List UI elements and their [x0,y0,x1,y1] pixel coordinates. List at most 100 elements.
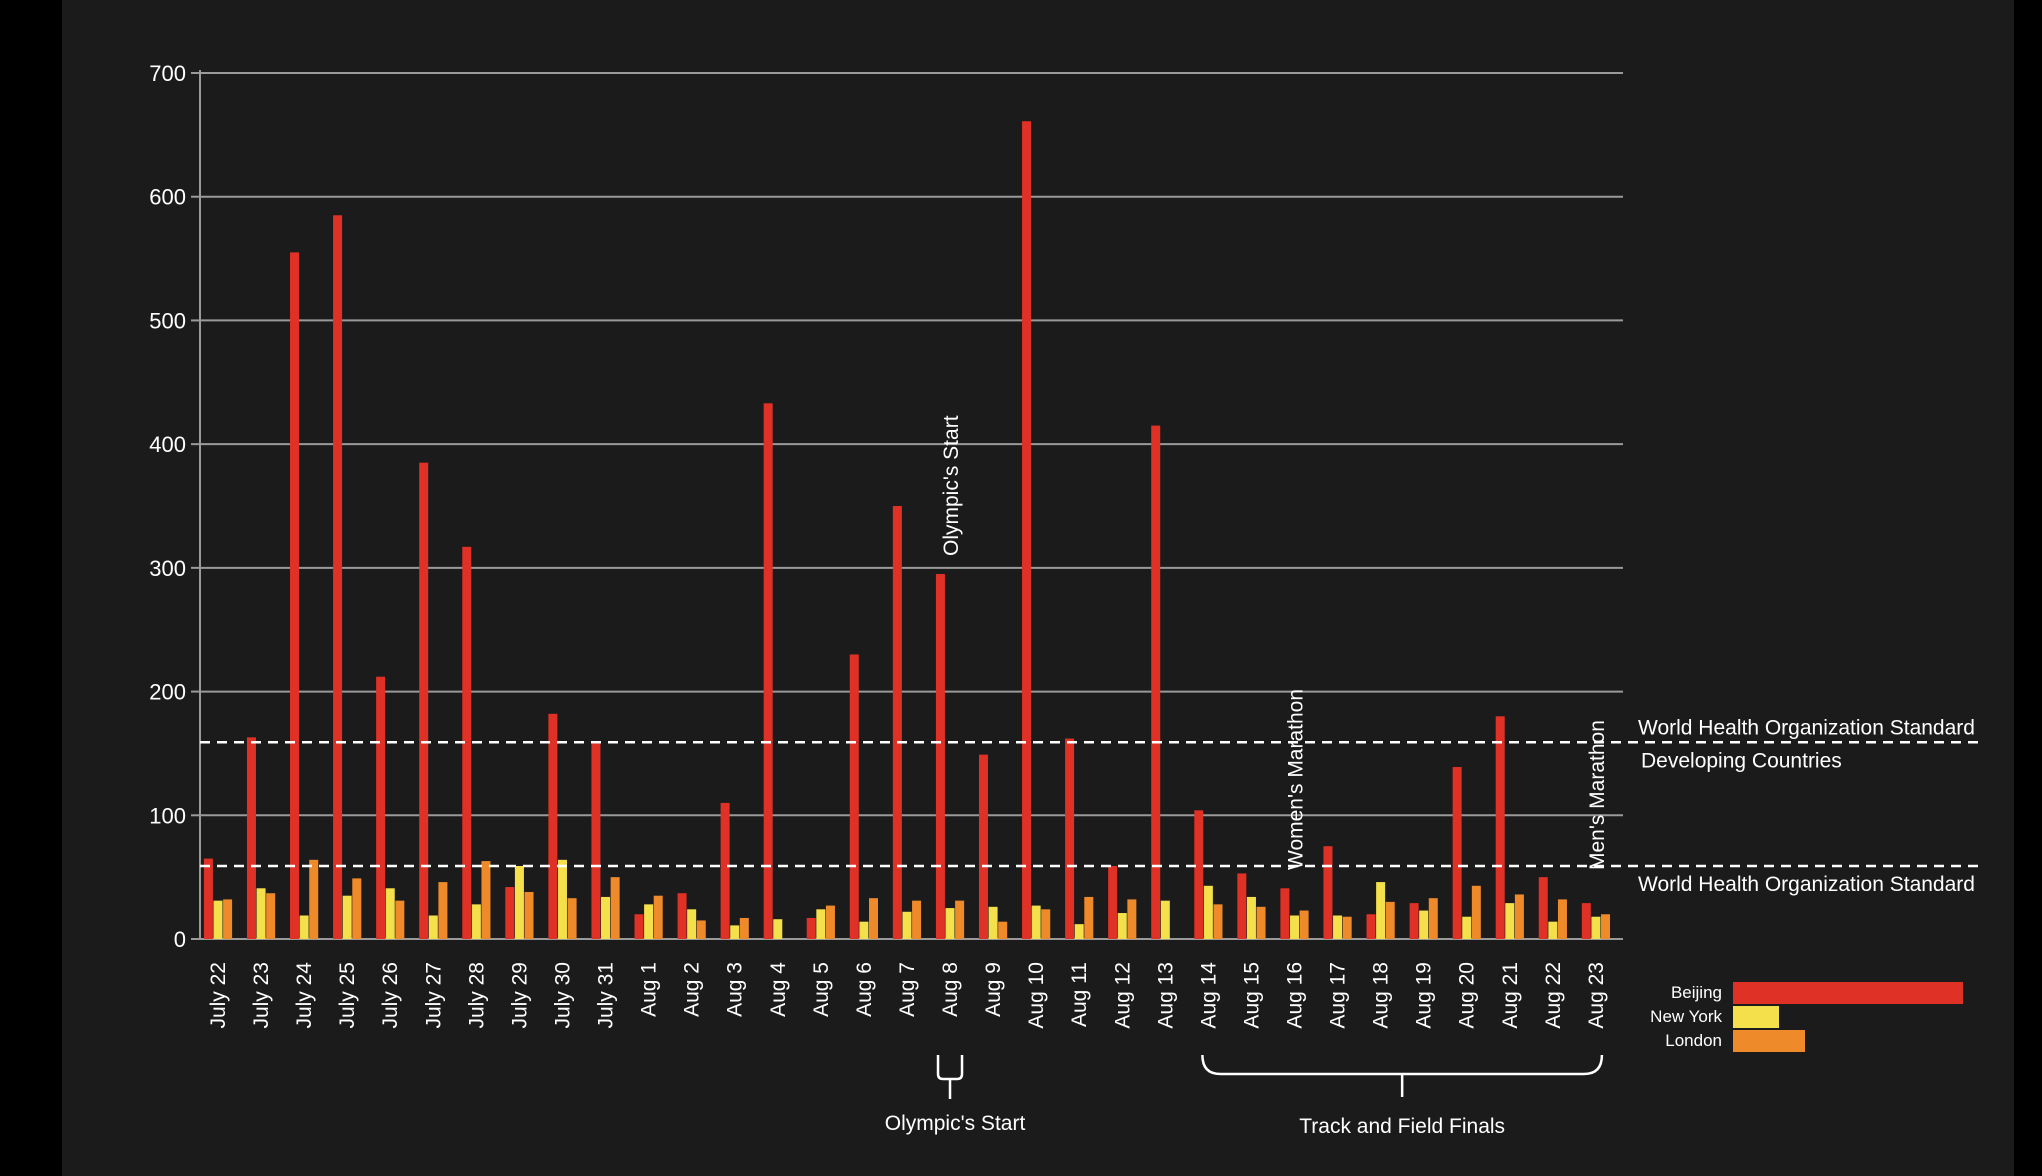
bar-new-york [428,915,438,939]
x-tick-label: Aug 20 [1456,962,1479,1029]
bar-london [653,895,663,939]
bar-london [739,917,749,939]
x-tick-label: Aug 4 [767,962,790,1017]
x-tick-label: Aug 1 [638,962,661,1017]
bar-london [223,899,233,939]
bar-london [998,921,1008,939]
bar-beijing [1538,877,1548,939]
bar-new-york [816,909,826,939]
bar-new-york [1290,915,1299,939]
x-tick-label: July 26 [379,962,402,1029]
bar-beijing [591,743,601,939]
bar-beijing [935,574,945,939]
bar-beijing [505,887,515,939]
y-tick-label: 100 [149,803,186,828]
x-tick-label: Aug 14 [1197,962,1220,1029]
x-tick-label: Aug 8 [939,962,962,1017]
bar-new-york [1246,896,1256,939]
bar-annotation: Men's Marathon [1586,720,1609,870]
bar-beijing [1065,738,1075,939]
bar-new-york [859,921,869,939]
y-tick-label: 500 [149,308,186,333]
legend-swatch-beijing [1733,982,1963,1004]
bar-beijing [1108,866,1118,939]
bar-new-york [730,925,740,939]
legend-label: New York [1650,1007,1722,1026]
reference-line-sublabel: Developing Countries [1641,749,1842,772]
y-tick-label: 600 [149,185,186,210]
x-tick-label: Aug 7 [896,962,919,1017]
x-tick-label: July 30 [551,962,574,1029]
bar-new-york [1548,921,1558,939]
bar-new-york [773,919,783,939]
bar-beijing [419,462,429,939]
x-tick-label: Aug 13 [1154,962,1177,1029]
x-tick-label: Aug 19 [1413,962,1436,1029]
bar-london [567,898,577,939]
bracket: Olympic's Start [885,1055,1026,1135]
y-tick-label: 200 [149,680,186,705]
bar-london [1342,916,1352,939]
bar-beijing [1151,425,1161,940]
reference-line-label: World Health Organization Standard [1638,716,1975,739]
bar-beijing [892,506,902,939]
bar-london [352,878,362,939]
bar-new-york [1074,924,1084,939]
bar-london [955,900,965,939]
bar-beijing [1194,810,1204,939]
bar-beijing [246,737,256,939]
bar-new-york [471,904,481,939]
bar-beijing [677,893,687,939]
x-tick-label: Aug 6 [853,962,876,1017]
bar-new-york [213,900,223,939]
bar-annotation: Women's Marathon [1285,689,1308,870]
y-tick-label: 0 [174,927,186,952]
legend-swatch-london [1733,1030,1805,1052]
bar-new-york [1203,885,1213,939]
bar-london [1041,909,1051,939]
bar-new-york [1376,882,1386,939]
bar-new-york [988,906,998,939]
bracket-label: Olympic's Start [885,1112,1026,1135]
bar-london [912,900,922,939]
bar-london [1514,894,1524,939]
bar-beijing [462,546,472,939]
x-tick-label: July 25 [336,962,359,1029]
bar-london [610,877,620,939]
bar-new-york [945,908,955,939]
reference-line-label: World Health Organization Standard [1638,873,1975,896]
x-tick-label: July 29 [508,962,531,1029]
x-tick-label: July 28 [465,962,488,1029]
x-tick-label: Aug 23 [1585,962,1608,1029]
bar-beijing [1581,903,1591,939]
x-tick-label: Aug 2 [681,962,704,1017]
bracket-line [936,1055,964,1081]
x-tick-label: Aug 9 [982,962,1005,1017]
bar-beijing [203,858,213,939]
bar-annotation: Olympic's Start [940,415,963,556]
bar-london [869,898,878,939]
bracket: Track and Field Finals [1201,1054,1604,1138]
legend-swatch-new-york [1733,1006,1779,1028]
x-tick-label: July 23 [250,962,273,1029]
bar-london [1127,899,1137,939]
x-tick-label: Aug 12 [1111,962,1134,1029]
bar-new-york [1505,903,1515,939]
x-tick-label: July 22 [207,962,230,1029]
bar-new-york [601,896,611,939]
bar-new-york [557,859,567,939]
bar-london [309,859,319,939]
bar-new-york [1117,913,1127,939]
y-tick-label: 400 [149,432,186,457]
bar-london [438,882,448,939]
bar-new-york [299,915,309,939]
x-tick-label: July 24 [293,962,316,1029]
x-tick-label: Aug 16 [1284,962,1307,1029]
x-tick-label: Aug 10 [1025,962,1048,1029]
bar-london [481,861,491,939]
bar-beijing [849,654,859,939]
bar-new-york [342,895,352,939]
bar-london [524,891,534,939]
x-tick-label: Aug 21 [1499,962,1522,1029]
